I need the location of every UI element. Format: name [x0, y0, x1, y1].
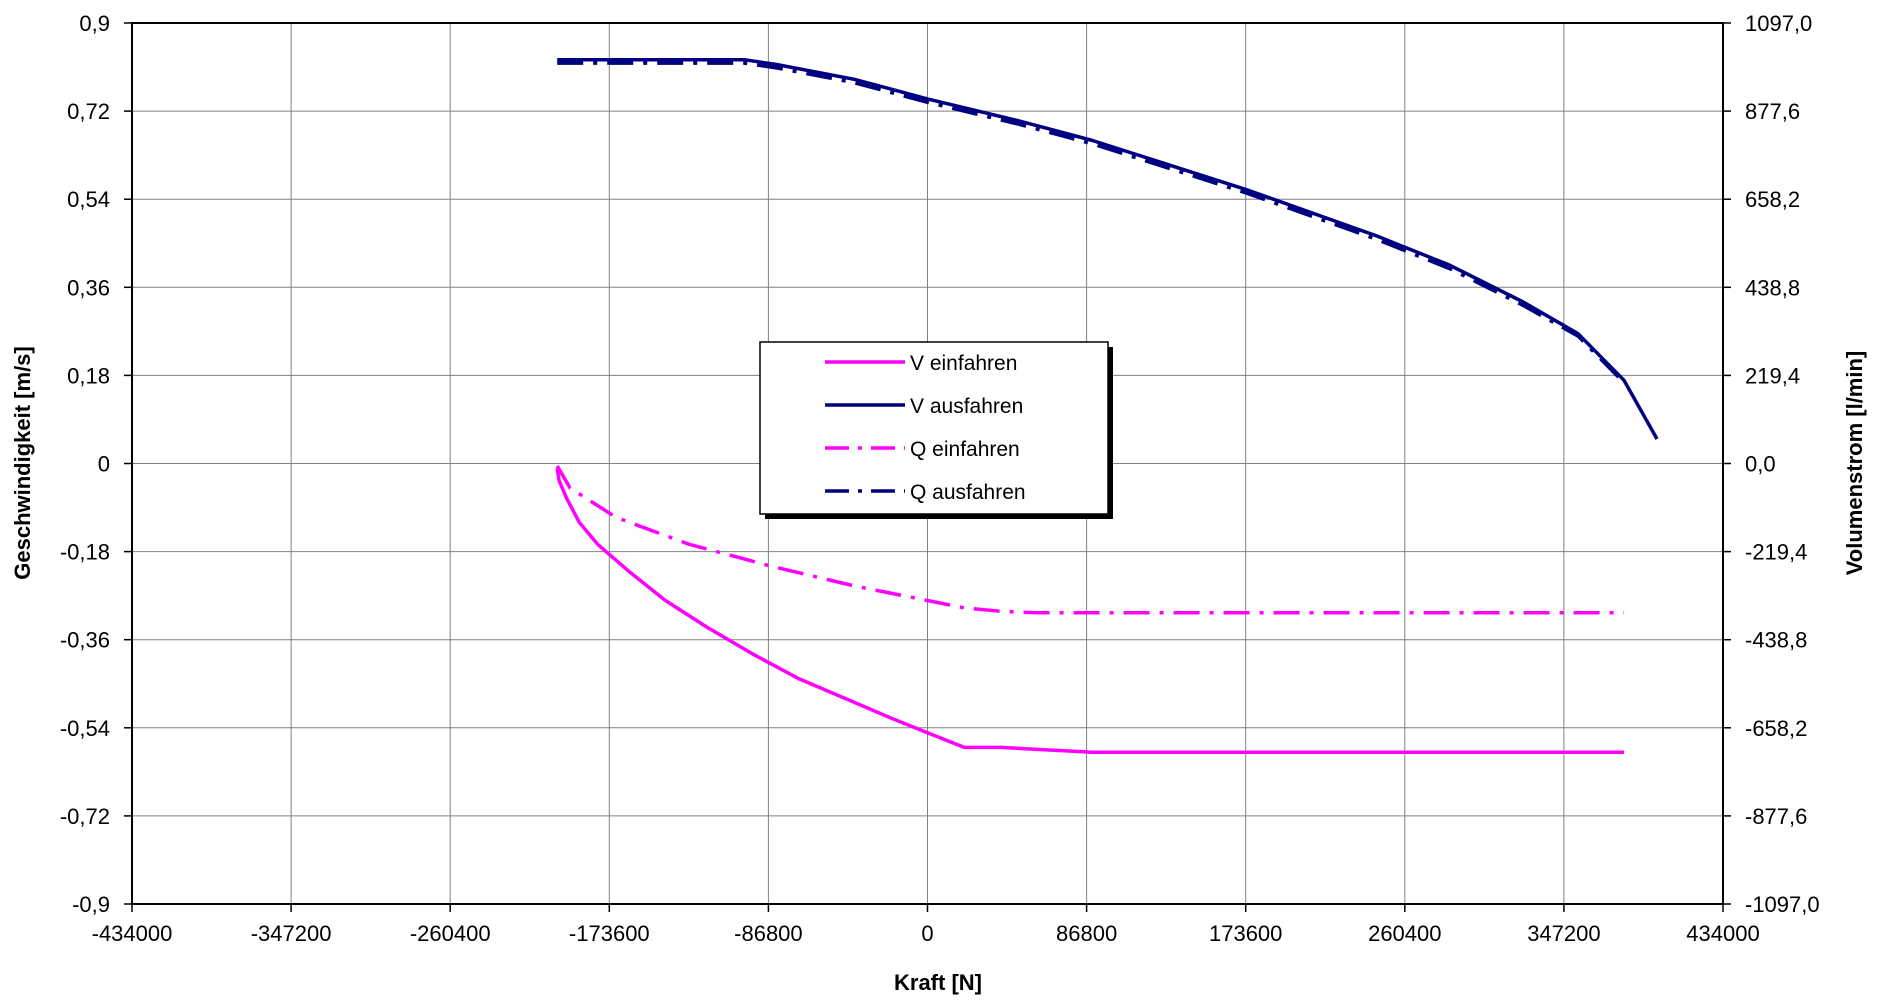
legend-label: Q ausfahren — [910, 481, 1026, 504]
legend: V einfahren V ausfahren Q einfahren Q ausfa… — [759, 341, 1113, 519]
legend-label: V ausfahren — [910, 395, 1023, 418]
x-tick-label: -173600 — [569, 921, 650, 946]
x-tick-label: -260400 — [410, 921, 491, 946]
x-tick-label: 260400 — [1368, 921, 1441, 946]
y2-tick-label: -877,6 — [1745, 804, 1807, 829]
y2-tick-label: 658,2 — [1745, 187, 1800, 212]
x-tick-label: 434000 — [1686, 921, 1759, 946]
y2-tick-label: 877,6 — [1745, 99, 1800, 124]
series-line-q-einfahren — [555, 465, 1624, 615]
legend-box — [759, 341, 1109, 515]
y-tick-label: -0,18 — [60, 540, 110, 565]
y2-tick-label: -658,2 — [1745, 716, 1807, 741]
x-tick-label: 173600 — [1209, 921, 1282, 946]
y2-tick-label: -438,8 — [1745, 628, 1807, 653]
x-tick-label: -347200 — [251, 921, 332, 946]
series-layer — [555, 57, 1659, 755]
y-tick-label: 0,9 — [79, 11, 110, 36]
y-tick-label: 0,18 — [67, 363, 110, 388]
legend-label: V einfahren — [910, 352, 1017, 375]
y-axis-ticks: -0,9 -0,72 -0,54 -0,36 -0,18 0 0,18 0,36 0,54 0,7… — [60, 11, 132, 917]
y-tick-label: 0,36 — [67, 275, 110, 300]
x-tick-label: -86800 — [734, 921, 803, 946]
series-line-q-ausfahren — [557, 61, 1626, 384]
y-axis-title: Geschwindigkeit [m/s] — [10, 346, 35, 580]
legend-label: Q einfahren — [910, 438, 1020, 461]
y2-tick-label: 219,4 — [1745, 363, 1800, 388]
series-line-v-ausfahren — [557, 57, 1659, 440]
y2-axis-title: Volumenstrom [l/min] — [1842, 351, 1867, 576]
series-line-v-einfahren — [555, 468, 1624, 755]
x-tick-label: -434000 — [92, 921, 173, 946]
x-tick-label: 86800 — [1056, 921, 1117, 946]
y2-tick-label: -1097,0 — [1745, 892, 1820, 917]
x-axis-title: Kraft [N] — [894, 970, 982, 995]
y-tick-label: -0,72 — [60, 804, 110, 829]
y-tick-label: -0,9 — [72, 892, 110, 917]
y-tick-label: -0,54 — [60, 716, 110, 741]
y2-tick-label: 1097,0 — [1745, 11, 1812, 36]
y-tick-label: 0 — [98, 452, 110, 477]
x-tick-label: 347200 — [1527, 921, 1600, 946]
y2-axis-ticks: -1097,0 -877,6 -658,2 -438,8 -219,4 0,0 219,4 4… — [1723, 11, 1820, 917]
y2-tick-label: 0,0 — [1745, 452, 1776, 477]
y2-tick-label: -219,4 — [1745, 540, 1807, 565]
y-tick-label: -0,36 — [60, 628, 110, 653]
x-axis-ticks: -434000 -347200 -260400 -173600 -86800 0 86800… — [92, 904, 1760, 946]
y-tick-label: 0,72 — [67, 99, 110, 124]
y2-tick-label: 438,8 — [1745, 275, 1800, 300]
y-tick-label: 0,54 — [67, 187, 110, 212]
x-tick-label: 0 — [921, 921, 933, 946]
